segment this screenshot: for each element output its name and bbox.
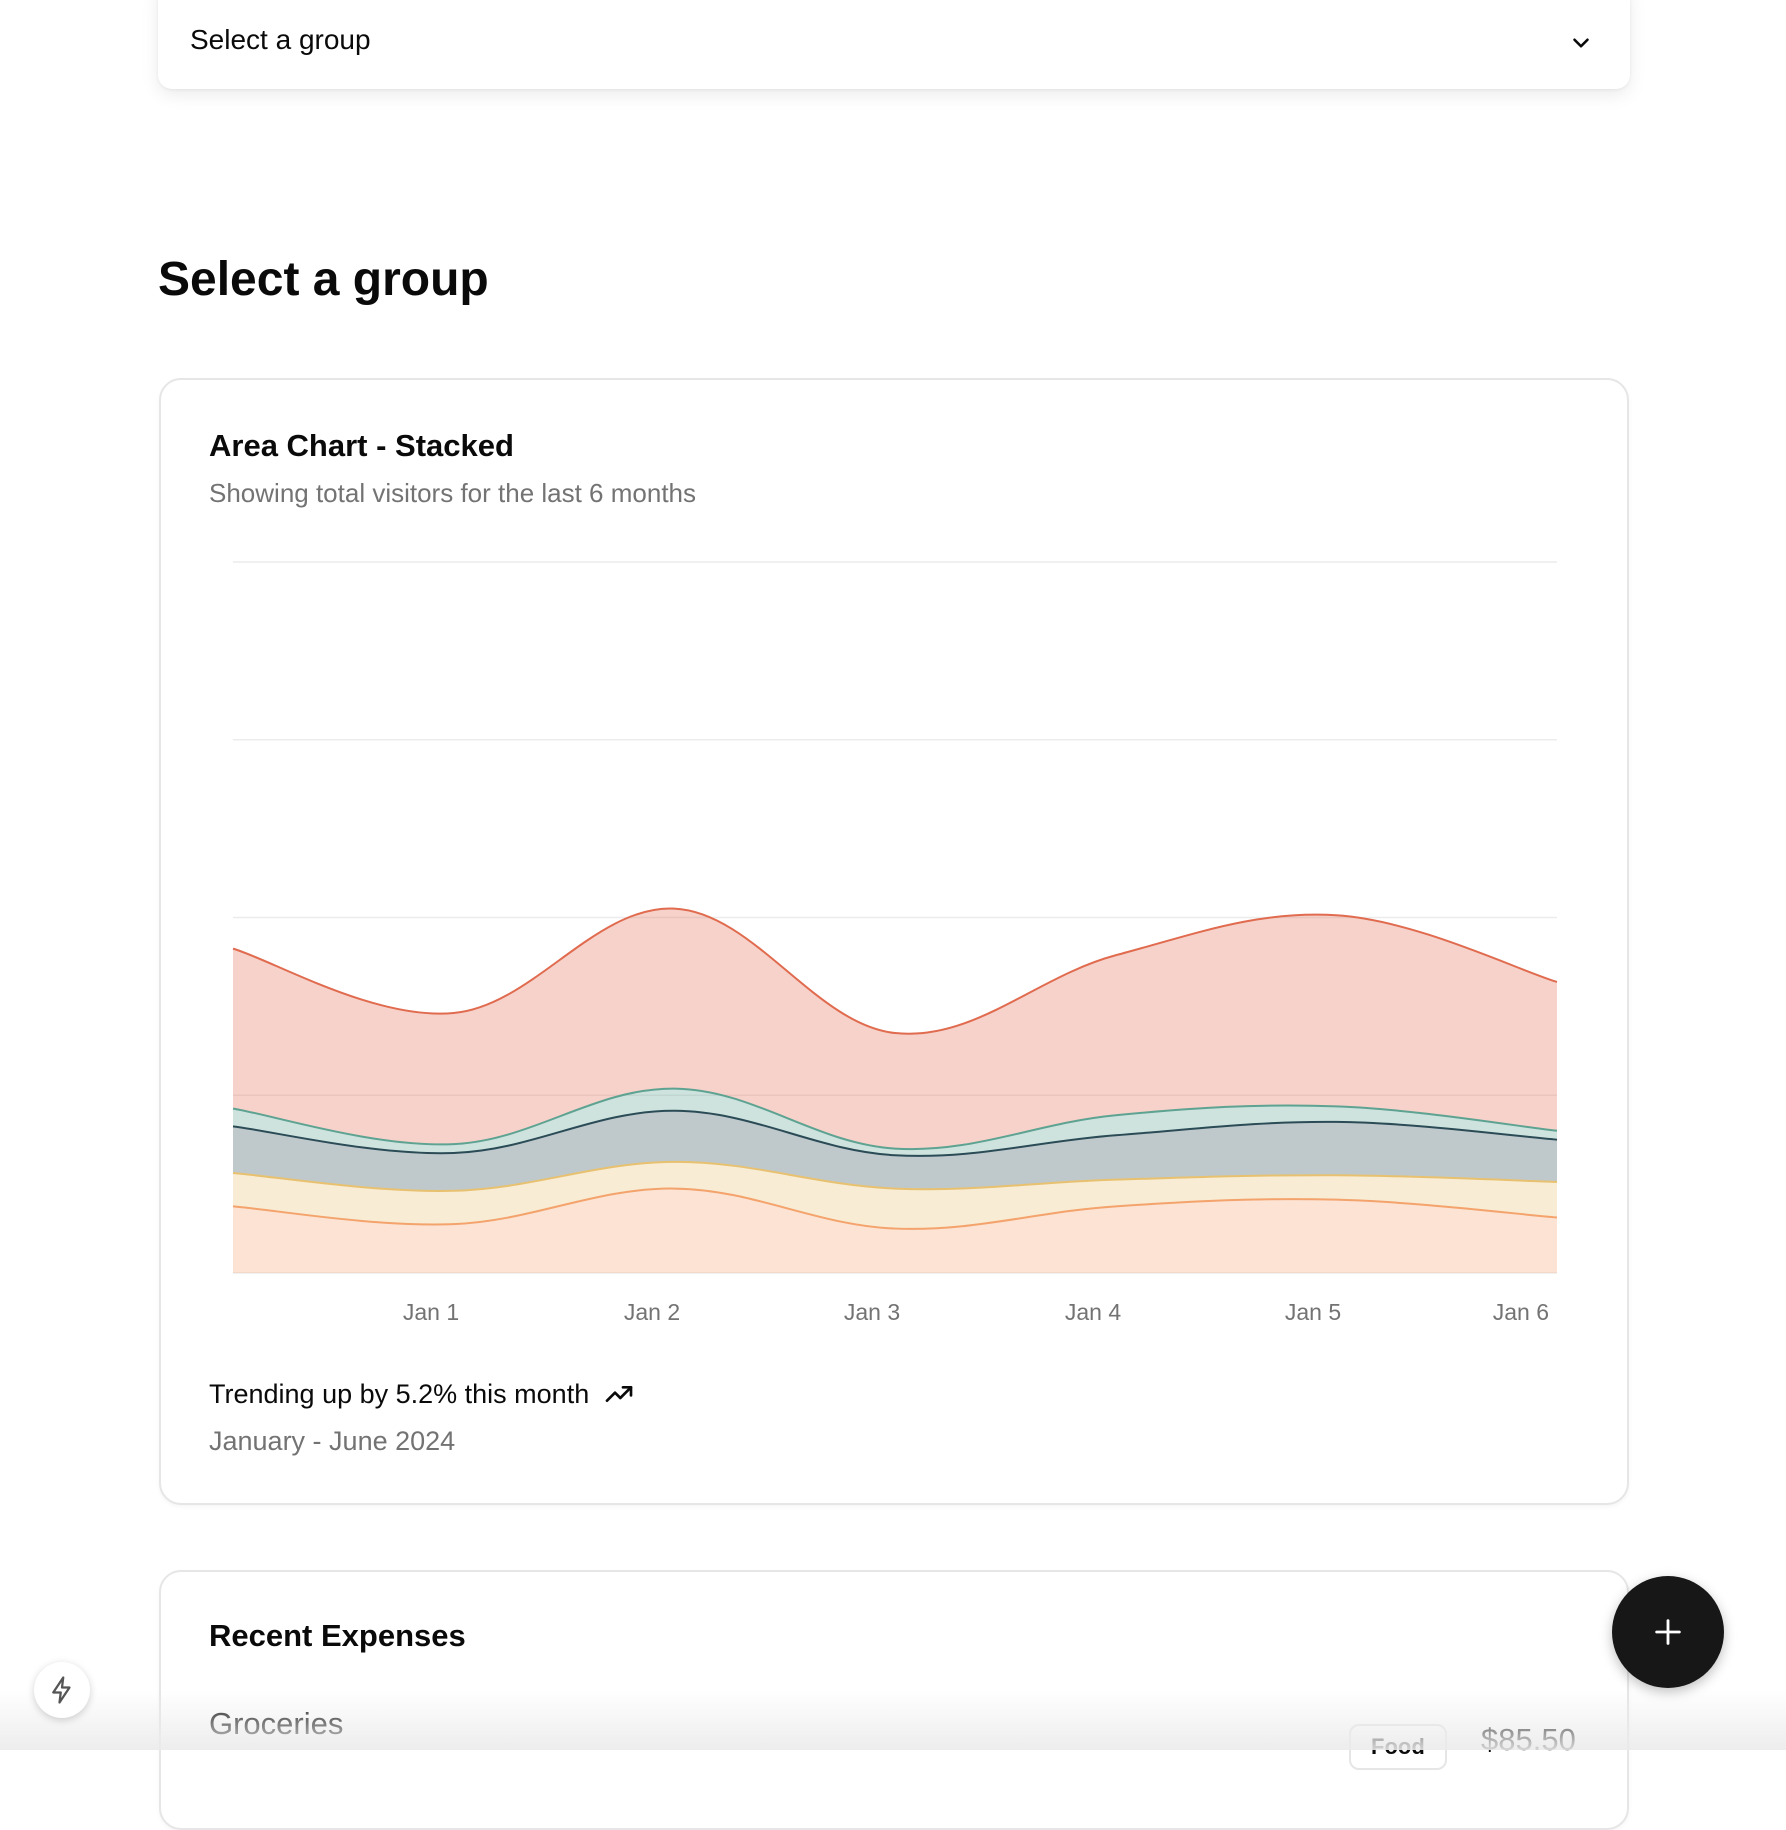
area-series-4 — [233, 908, 1557, 1150]
page-title: Select a group — [158, 253, 489, 306]
x-tick-label: Jan 5 — [1285, 1299, 1341, 1325]
area-series-line-2 — [232, 1109, 1558, 1157]
expense-name: Groceries — [209, 1706, 344, 1741]
area-series-line-1 — [232, 1160, 1558, 1192]
x-tick-label: Jan 3 — [844, 1299, 900, 1325]
area-chart-card: Area Chart - Stacked Showing total visit… — [159, 378, 1629, 1505]
add-expense-button[interactable] — [1612, 1576, 1724, 1688]
bolt-icon — [52, 1676, 71, 1704]
dev-tools-button[interactable] — [34, 1662, 90, 1718]
group-select-value: Select a group — [190, 24, 371, 55]
plus-icon — [1655, 1619, 1681, 1645]
area-series-line-3 — [232, 1087, 1558, 1151]
trend-text: Trending up by 5.2% this month — [209, 1378, 590, 1409]
x-tick-label: Jan 2 — [624, 1299, 680, 1325]
stacked-area-chart: Jan 1 Jan 2 Jan 3 Jan 4 Jan 5 Jan 6 — [232, 561, 1558, 1325]
x-tick-label: Jan 4 — [1065, 1299, 1121, 1325]
area-series-1 — [233, 1161, 1557, 1229]
chart-footer-period: January - June 2024 — [209, 1426, 456, 1456]
chart-title: Area Chart - Stacked — [209, 428, 514, 463]
x-tick-label: Jan 1 — [403, 1299, 459, 1325]
area-series-line-0 — [232, 1187, 1558, 1230]
chart-footer-trend: Trending up by 5.2% this month — [209, 1378, 635, 1410]
group-select[interactable]: Select a group — [158, 0, 1630, 89]
trending-up-icon — [605, 1386, 633, 1402]
expenses-title: Recent Expenses — [209, 1618, 466, 1653]
area-series-0 — [233, 1188, 1557, 1273]
chevron-down-icon — [1573, 38, 1589, 48]
recent-expenses-card: Recent Expenses Groceries Food $85.50 — [159, 1570, 1629, 1830]
chart-description: Showing total visitors for the last 6 mo… — [209, 478, 697, 508]
expense-amount: $85.50 — [1481, 1722, 1576, 1757]
area-series-line-4 — [232, 907, 1558, 1035]
expense-category-badge: Food — [1349, 1724, 1447, 1770]
x-tick-label: Jan 6 — [1493, 1299, 1549, 1325]
